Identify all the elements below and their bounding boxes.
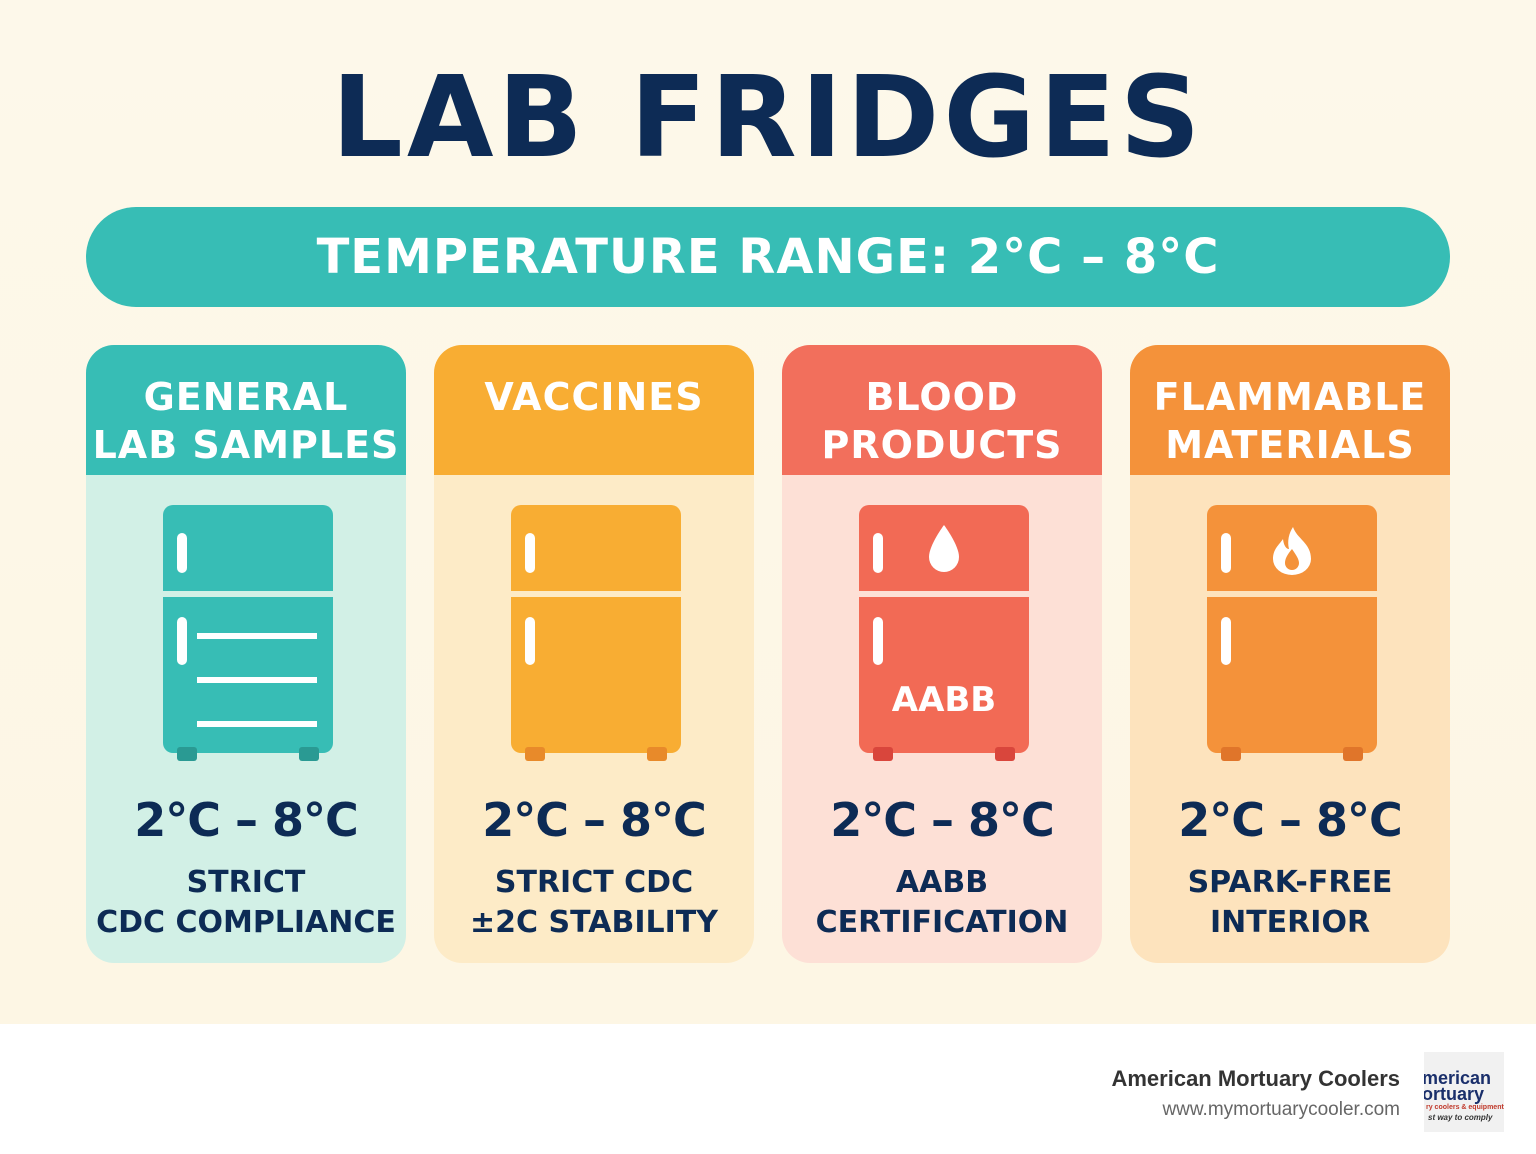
logo-line: ortuary bbox=[1424, 1084, 1485, 1104]
card-blood-products: BLOOD PRODUCTS AABB 2°C – 8°C AABB CERTI… bbox=[782, 345, 1102, 963]
temperature-value: 2°C – 8°C bbox=[1178, 793, 1403, 847]
card-description: STRICT CDC ±2C STABILITY bbox=[434, 863, 754, 943]
infographic-poster: LAB FRIDGES TEMPERATURE RANGE: 2°C – 8°C… bbox=[0, 0, 1536, 1024]
description-line: AABB bbox=[895, 865, 989, 900]
flame-icon bbox=[1273, 527, 1311, 575]
card-description: SPARK-FREE INTERIOR bbox=[1130, 863, 1450, 943]
temperature-value: 2°C – 8°C bbox=[134, 793, 359, 847]
card-description: AABB CERTIFICATION bbox=[782, 863, 1102, 943]
card-description: STRICT CDC COMPLIANCE bbox=[86, 863, 406, 943]
description-line: INTERIOR bbox=[1209, 905, 1371, 940]
brand-name: American Mortuary Coolers bbox=[1111, 1066, 1400, 1091]
card-title-line: MATERIALS bbox=[1165, 423, 1415, 467]
card-body: 2°C – 8°C SPARK-FREE INTERIOR bbox=[1130, 475, 1450, 963]
card-body: AABB 2°C – 8°C AABB CERTIFICATION bbox=[782, 475, 1102, 963]
temperature-value: 2°C – 8°C bbox=[830, 793, 1055, 847]
description-line: STRICT bbox=[186, 865, 306, 900]
description-line: SPARK-FREE bbox=[1187, 865, 1393, 900]
card-title-line: LAB SAMPLES bbox=[92, 423, 400, 467]
description-line: CDC COMPLIANCE bbox=[96, 905, 396, 940]
card-title-line: FLAMMABLE bbox=[1153, 375, 1427, 419]
fridge-label: AABB bbox=[892, 680, 996, 720]
logo-line: st way to comply bbox=[1428, 1113, 1493, 1122]
card-header: GENERAL LAB SAMPLES bbox=[86, 345, 406, 475]
temperature-value: 2°C – 8°C bbox=[482, 793, 707, 847]
card-header: FLAMMABLE MATERIALS bbox=[1130, 345, 1450, 475]
brand-url[interactable]: www.mymortuarycooler.com bbox=[1162, 1099, 1400, 1120]
brand-logo: merican ortuary ry coolers & equipment s… bbox=[1424, 1052, 1504, 1132]
card-title-line: PRODUCTS bbox=[821, 423, 1063, 467]
card-title-line: GENERAL bbox=[143, 375, 349, 419]
fridge-icon bbox=[163, 505, 333, 761]
fridge-icon bbox=[511, 505, 681, 761]
fridge-icon bbox=[1207, 505, 1377, 761]
card-title-line: BLOOD bbox=[865, 375, 1019, 419]
description-line: CERTIFICATION bbox=[815, 905, 1069, 940]
temperature-banner-text: TEMPERATURE RANGE: 2°C – 8°C bbox=[316, 229, 1220, 285]
card-body: 2°C – 8°C STRICT CDC ±2C STABILITY bbox=[434, 475, 754, 963]
description-line: ±2C STABILITY bbox=[470, 905, 718, 940]
card-vaccines: VACCINES 2°C – 8°C STRICT CDC ±2C STABIL… bbox=[434, 345, 754, 963]
card-body: 2°C – 8°C STRICT CDC COMPLIANCE bbox=[86, 475, 406, 963]
card-flammable-materials: FLAMMABLE MATERIALS 2°C – 8°C SPARK-FREE… bbox=[1130, 345, 1450, 963]
logo-line: ry coolers & equipment bbox=[1426, 1104, 1504, 1111]
description-line: STRICT CDC bbox=[494, 865, 694, 900]
temperature-banner: TEMPERATURE RANGE: 2°C – 8°C bbox=[86, 207, 1450, 307]
card-header: VACCINES bbox=[434, 345, 754, 475]
card-general-lab-samples: GENERAL LAB SAMPLES 2°C – 8°C STRICT CDC… bbox=[86, 345, 406, 963]
footer bbox=[0, 1024, 1536, 1154]
drop-icon bbox=[929, 525, 959, 572]
logo-line: merican bbox=[1424, 1068, 1492, 1088]
card-header: BLOOD PRODUCTS bbox=[782, 345, 1102, 475]
page-title: LAB FRIDGES bbox=[331, 53, 1205, 183]
card-title-line: VACCINES bbox=[484, 375, 704, 419]
fridge-icon: AABB bbox=[859, 505, 1029, 761]
